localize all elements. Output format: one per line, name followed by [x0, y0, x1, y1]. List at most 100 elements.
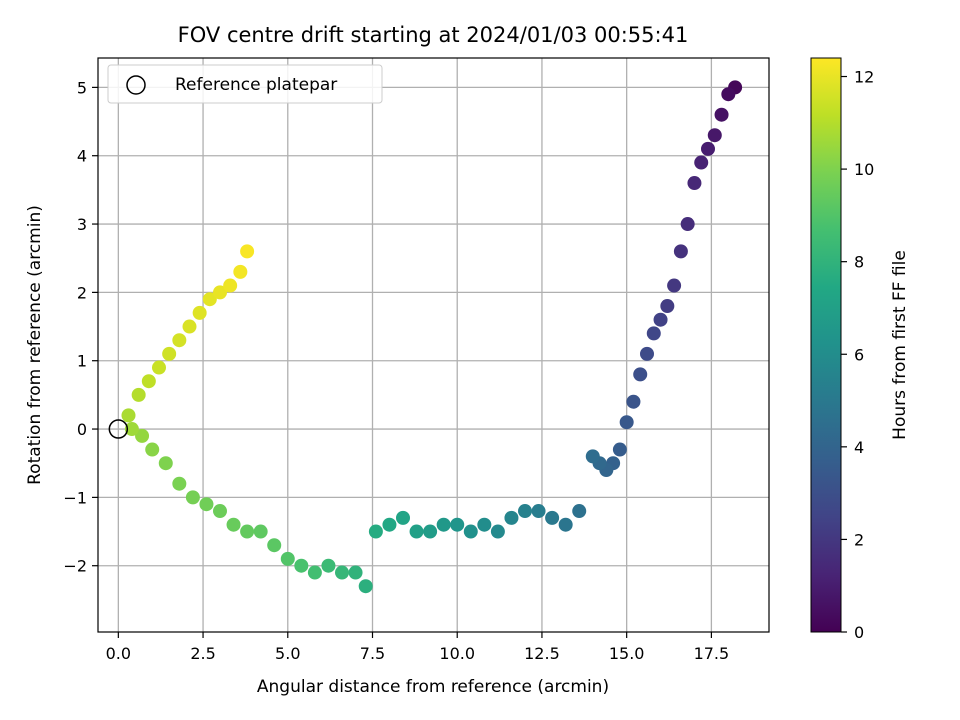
- drift-point: [694, 155, 709, 170]
- drift-point: [660, 299, 675, 314]
- drift-point: [223, 278, 238, 293]
- drift-point: [545, 510, 560, 525]
- drift-point: [701, 141, 715, 156]
- plot-frame: [97, 57, 770, 633]
- drift-point: [294, 558, 309, 573]
- drift-point: [152, 360, 166, 375]
- x-tick-label: 2.5: [190, 644, 215, 663]
- y-tick-label: 0: [77, 420, 87, 439]
- drift-point: [640, 346, 654, 361]
- drift-point: [626, 394, 641, 409]
- drift-point: [199, 497, 214, 512]
- y-axis-label: Rotation from reference (arcmin): [25, 205, 45, 485]
- legend-label: Reference platepar: [175, 75, 337, 95]
- drift-point: [124, 422, 139, 437]
- drift-point: [335, 565, 349, 580]
- drift-point: [141, 374, 156, 389]
- drift-point: [240, 244, 255, 259]
- drift-point: [172, 333, 187, 348]
- drift-point: [714, 107, 729, 122]
- drift-point: [267, 538, 282, 553]
- reference-platepar-marker: [108, 419, 129, 439]
- legend-box: [107, 64, 383, 104]
- drift-point: [423, 524, 438, 539]
- colorbar-tick-label: 6: [854, 345, 864, 364]
- drift-point: [673, 244, 688, 259]
- drift-point: [321, 558, 336, 573]
- drift-point: [121, 408, 136, 423]
- y-axis-ticks: −2 −1 0 1 2 3 4 5: [63, 78, 98, 576]
- drift-point: [192, 305, 207, 320]
- drift-point: [518, 504, 532, 519]
- drift-point: [202, 292, 217, 307]
- drift-point: [233, 264, 248, 279]
- x-tick-label: 5.0: [275, 644, 300, 663]
- drift-point: [348, 565, 363, 580]
- x-axis-label: Angular distance from reference (arcmin): [257, 677, 609, 697]
- y-tick-label: 2: [77, 283, 87, 302]
- drift-point: [280, 551, 295, 566]
- drift-point: [490, 524, 505, 539]
- colorbar-tick-label: 10: [854, 160, 874, 179]
- y-tick-label: 1: [77, 352, 87, 371]
- drift-point: [633, 367, 648, 382]
- drift-point: [687, 176, 702, 191]
- x-tick-label: 7.5: [360, 644, 385, 663]
- y-tick-label: 5: [77, 78, 87, 97]
- drift-point: [477, 517, 492, 532]
- drift-point: [558, 517, 573, 532]
- grid: [98, 58, 769, 632]
- colorbar-gradient: [810, 57, 842, 633]
- drift-point: [450, 517, 465, 532]
- drift-point: [707, 128, 722, 143]
- colorbar: 0 2 4 6 8 10 12 Hours from first FF file: [810, 57, 910, 642]
- colorbar-label: Hours from first FF file: [890, 250, 910, 440]
- drift-point: [172, 476, 187, 491]
- drift-point: [131, 387, 146, 402]
- data-points: [121, 80, 743, 594]
- y-tick-label: −1: [63, 488, 87, 507]
- drift-point: [253, 524, 268, 539]
- drift-point: [158, 456, 173, 471]
- drift-point: [307, 565, 322, 580]
- colorbar-tick-label: 4: [854, 438, 864, 457]
- drift-point: [185, 490, 200, 505]
- drift-point: [358, 579, 373, 594]
- colorbar-ticks: 0 2 4 6 8 10 12: [841, 68, 874, 642]
- drift-point: [572, 504, 587, 519]
- drift-point: [463, 524, 478, 539]
- x-tick-label: 17.5: [694, 644, 730, 663]
- drift-point: [396, 510, 410, 525]
- y-tick-label: 3: [77, 215, 87, 234]
- colorbar-tick-label: 2: [854, 530, 864, 549]
- drift-point: [619, 415, 634, 430]
- x-tick-label: 10.0: [439, 644, 475, 663]
- drift-point: [504, 510, 519, 525]
- drift-point: [145, 442, 160, 457]
- drift-point: [721, 87, 736, 102]
- drift-point: [213, 285, 227, 300]
- legend-marker: [126, 75, 146, 95]
- drift-point: [409, 524, 424, 539]
- y-tick-label: −2: [63, 557, 87, 576]
- drift-point: [680, 217, 695, 232]
- drift-point: [531, 504, 546, 519]
- drift-point: [646, 326, 661, 341]
- chart-title: FOV centre drift starting at 2024/01/03 …: [178, 23, 689, 47]
- colorbar-tick-label: 8: [854, 253, 864, 272]
- drift-point: [226, 517, 241, 532]
- colorbar-tick-label: 12: [854, 68, 874, 87]
- drift-point: [382, 517, 397, 532]
- drift-point: [653, 312, 668, 327]
- colorbar-tick-label: 0: [854, 623, 864, 642]
- y-tick-label: 4: [77, 147, 87, 166]
- drift-point: [240, 524, 255, 539]
- drift-point: [182, 319, 197, 334]
- drift-point: [436, 517, 451, 532]
- x-tick-label: 0.0: [106, 644, 131, 663]
- drift-point: [667, 278, 682, 293]
- x-tick-label: 15.0: [609, 644, 645, 663]
- drift-point: [368, 524, 383, 539]
- drift-point: [213, 504, 227, 519]
